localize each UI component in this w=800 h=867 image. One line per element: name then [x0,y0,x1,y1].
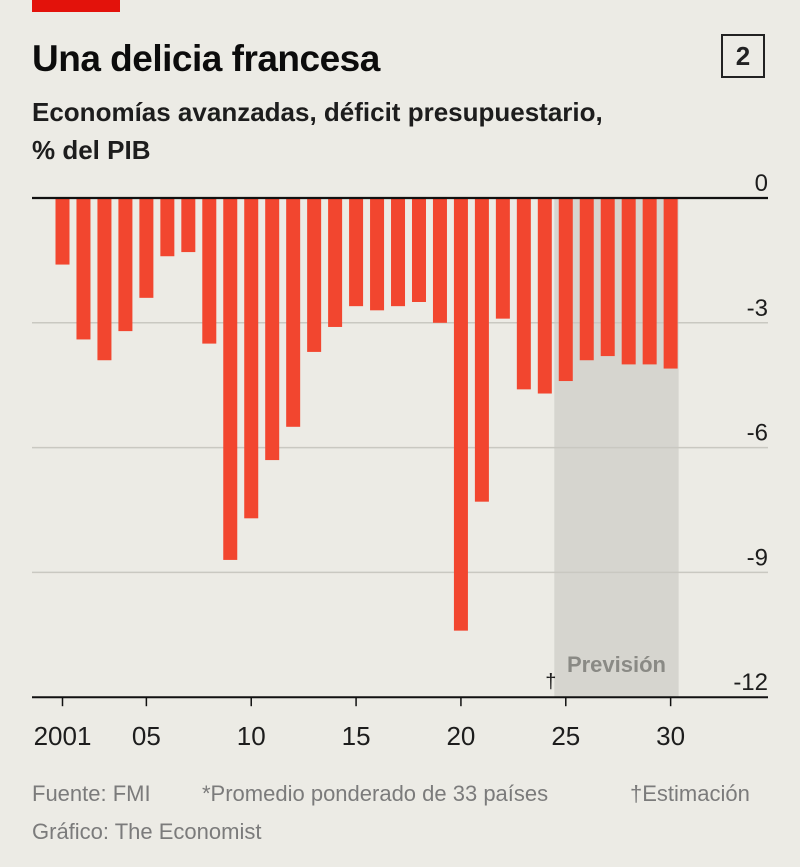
credit-note: Gráfico: The Economist [32,819,262,844]
chart-number-badge: 2 [721,34,765,78]
bar-2004 [118,198,133,332]
y-tick-label-3: -9 [747,544,768,571]
bar-2008 [202,198,217,344]
bar-2007 [181,198,196,253]
y-tick-label-4: -12 [733,669,768,696]
y-tick-label-0: 0 [755,170,768,197]
bar-2023 [516,198,531,390]
bar-2006 [160,198,175,257]
x-tick-label-0: 2001 [34,721,92,751]
estimate-note: †Estimación [630,781,750,806]
bar-2026 [579,198,594,361]
deficit-bar-chart: 0 -3 -6 -9 -12 2001 05 10 15 20 25 30 Previsión † [32,170,768,751]
bar-2001 [55,198,70,265]
bar-2018 [411,198,426,302]
x-tick-label-1: 05 [132,721,161,751]
chart-footer: Fuente: FMI *Promedio ponderado de 33 paí… [32,775,750,851]
x-tick-label-5: 25 [551,721,580,751]
forecast-label: Previsión [567,652,666,677]
bar-2020 [453,198,468,631]
subtitle-line-2: % del PIB [32,135,151,165]
bar-2014 [328,198,343,327]
x-tick-label-3: 15 [342,721,371,751]
x-tick-label-6: 30 [656,721,685,751]
bar-2019 [432,198,447,323]
estimate-marker: † [545,671,556,693]
chart-subtitle: Economías avanzadas, déficit presupuesta… [32,93,732,169]
brand-accent-bar [32,0,120,12]
bar-2024 [537,198,552,394]
x-tick-label-4: 20 [446,721,475,751]
bar-2016 [370,198,385,311]
bar-2017 [391,198,406,307]
bar-2030 [663,198,678,369]
subtitle-line-1: Economías avanzadas, déficit presupuesta… [32,97,603,127]
bar-2021 [474,198,489,502]
y-tick-label-1: -3 [747,295,768,322]
bar-2025 [558,198,573,382]
bar-2022 [495,198,510,319]
weighting-note: *Promedio ponderado de 33 países [202,781,549,806]
bar-2028 [621,198,636,365]
chart-title: Una delicia francesa [32,38,380,79]
bar-2003 [97,198,112,361]
bar-2013 [307,198,322,352]
y-tick-label-2: -6 [747,420,768,447]
bar-2005 [139,198,154,298]
x-tick-label-2: 10 [237,721,266,751]
bar-2011 [265,198,280,461]
bar-2012 [286,198,301,427]
bar-2009 [223,198,238,560]
bar-2015 [349,198,364,307]
source-note: Fuente: FMI [32,781,151,806]
bar-2010 [244,198,259,519]
bar-2027 [600,198,615,357]
bar-2029 [642,198,657,365]
bar-2002 [76,198,91,340]
